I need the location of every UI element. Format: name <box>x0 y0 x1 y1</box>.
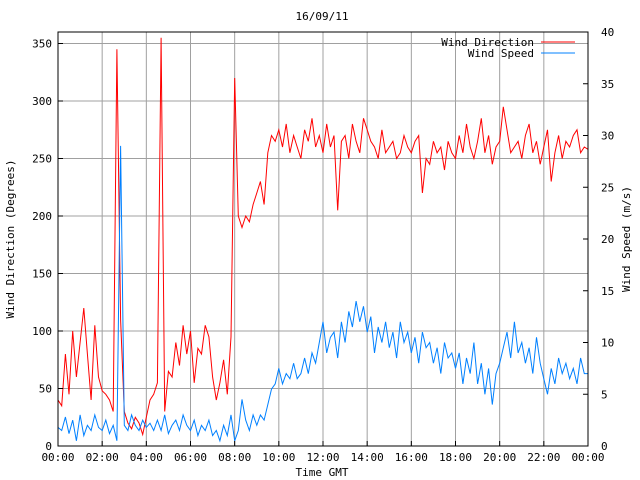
y2-tick-label: 40 <box>601 26 614 39</box>
series-group <box>57 37 589 443</box>
y-axis-label: Wind Direction (Degrees) <box>4 160 17 319</box>
x-tick-label: 22:00 <box>527 451 560 464</box>
axis-ticks: 00:00 02:00 04:00 06:00 08:00 10:00 12:00 14:00… <box>32 26 614 464</box>
legend-label-speed: Wind Speed <box>468 47 534 60</box>
y-tick-label: 150 <box>32 268 52 281</box>
y-tick-label: 300 <box>32 95 52 108</box>
y2-axis-label: Wind Speed (m/s) <box>620 186 633 292</box>
x-tick-label: 08:00 <box>218 451 251 464</box>
x-axis-label: Time GMT <box>296 466 349 479</box>
y2-tick-label: 35 <box>601 78 614 91</box>
x-tick-label: 00:00 <box>571 451 604 464</box>
y-tick-label: 350 <box>32 38 52 51</box>
y2-tick-label: 25 <box>601 181 614 194</box>
x-tick-label: 02:00 <box>86 451 119 464</box>
y2-tick-label: 15 <box>601 285 614 298</box>
x-tick-label: 20:00 <box>483 451 516 464</box>
y-tick-label: 50 <box>39 383 52 396</box>
y2-tick-label: 20 <box>601 233 614 246</box>
x-tick-label: 00:00 <box>41 451 74 464</box>
legend: Wind Direction Wind Speed <box>441 36 575 60</box>
grid <box>58 32 588 446</box>
x-tick-label: 16:00 <box>395 451 428 464</box>
y-tick-label: 0 <box>45 440 52 453</box>
x-tick-label: 06:00 <box>174 451 207 464</box>
x-tick-label: 10:00 <box>262 451 295 464</box>
y2-tick-label: 0 <box>601 440 608 453</box>
y-tick-label: 100 <box>32 325 52 338</box>
y-tick-label: 200 <box>32 210 52 223</box>
y2-tick-label: 10 <box>601 337 614 350</box>
chart-title: 16/09/11 <box>296 10 349 23</box>
y2-tick-label: 30 <box>601 130 614 143</box>
y2-tick-label: 5 <box>601 388 608 401</box>
legend-label-direction: Wind Direction <box>441 36 534 49</box>
wind-speed-line <box>57 145 588 443</box>
x-tick-label: 04:00 <box>130 451 163 464</box>
x-tick-label: 12:00 <box>306 451 339 464</box>
wind-direction-line <box>57 37 589 437</box>
x-tick-label: 18:00 <box>439 451 472 464</box>
x-tick-label: 14:00 <box>351 451 384 464</box>
y-tick-label: 250 <box>32 153 52 166</box>
